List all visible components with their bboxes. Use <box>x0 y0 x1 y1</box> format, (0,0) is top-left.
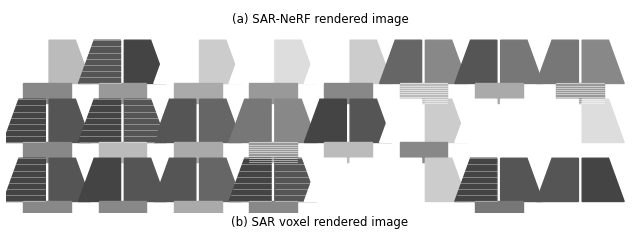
Polygon shape <box>79 40 120 83</box>
Polygon shape <box>174 142 221 162</box>
Polygon shape <box>455 158 497 201</box>
Polygon shape <box>536 99 579 142</box>
Polygon shape <box>229 158 271 201</box>
Polygon shape <box>174 201 221 221</box>
Polygon shape <box>99 83 147 103</box>
Polygon shape <box>399 83 447 103</box>
Polygon shape <box>380 158 422 201</box>
Polygon shape <box>23 83 71 103</box>
Polygon shape <box>455 99 497 142</box>
Polygon shape <box>305 158 346 201</box>
Polygon shape <box>305 99 346 142</box>
Polygon shape <box>426 158 467 201</box>
Polygon shape <box>3 40 45 83</box>
Polygon shape <box>556 83 604 103</box>
Polygon shape <box>200 40 242 83</box>
Polygon shape <box>350 158 392 201</box>
Polygon shape <box>79 99 120 142</box>
Polygon shape <box>275 158 317 201</box>
Polygon shape <box>350 99 392 142</box>
Polygon shape <box>426 40 467 83</box>
Polygon shape <box>324 142 372 162</box>
Polygon shape <box>249 201 297 221</box>
Text: (a) SAR-NeRF rendered image: (a) SAR-NeRF rendered image <box>232 14 408 26</box>
Polygon shape <box>275 99 317 142</box>
Polygon shape <box>49 40 91 83</box>
Polygon shape <box>399 142 447 162</box>
Polygon shape <box>249 142 297 162</box>
Polygon shape <box>500 99 543 142</box>
Polygon shape <box>99 201 147 221</box>
Polygon shape <box>249 83 297 103</box>
Polygon shape <box>536 158 579 201</box>
Polygon shape <box>23 201 71 221</box>
Polygon shape <box>124 40 166 83</box>
Polygon shape <box>229 99 271 142</box>
Polygon shape <box>275 40 317 83</box>
Polygon shape <box>200 99 242 142</box>
Polygon shape <box>3 158 45 201</box>
Polygon shape <box>426 99 467 142</box>
Polygon shape <box>99 142 147 162</box>
Polygon shape <box>23 142 71 162</box>
Polygon shape <box>49 99 91 142</box>
Polygon shape <box>124 158 166 201</box>
Polygon shape <box>582 158 624 201</box>
Polygon shape <box>124 99 166 142</box>
Polygon shape <box>500 158 543 201</box>
Polygon shape <box>380 40 422 83</box>
Polygon shape <box>305 40 346 83</box>
Polygon shape <box>582 40 624 83</box>
Polygon shape <box>154 40 196 83</box>
Polygon shape <box>350 40 392 83</box>
Polygon shape <box>475 201 523 221</box>
Polygon shape <box>500 40 543 83</box>
Polygon shape <box>200 158 242 201</box>
Polygon shape <box>79 158 120 201</box>
Polygon shape <box>582 99 624 142</box>
Polygon shape <box>475 83 523 103</box>
Polygon shape <box>324 83 372 103</box>
Polygon shape <box>536 40 579 83</box>
Polygon shape <box>380 99 422 142</box>
Polygon shape <box>154 158 196 201</box>
Polygon shape <box>229 40 271 83</box>
Polygon shape <box>174 83 221 103</box>
Polygon shape <box>49 158 91 201</box>
Text: (b) SAR voxel rendered image: (b) SAR voxel rendered image <box>232 216 408 229</box>
Polygon shape <box>154 99 196 142</box>
Polygon shape <box>3 99 45 142</box>
Polygon shape <box>455 40 497 83</box>
